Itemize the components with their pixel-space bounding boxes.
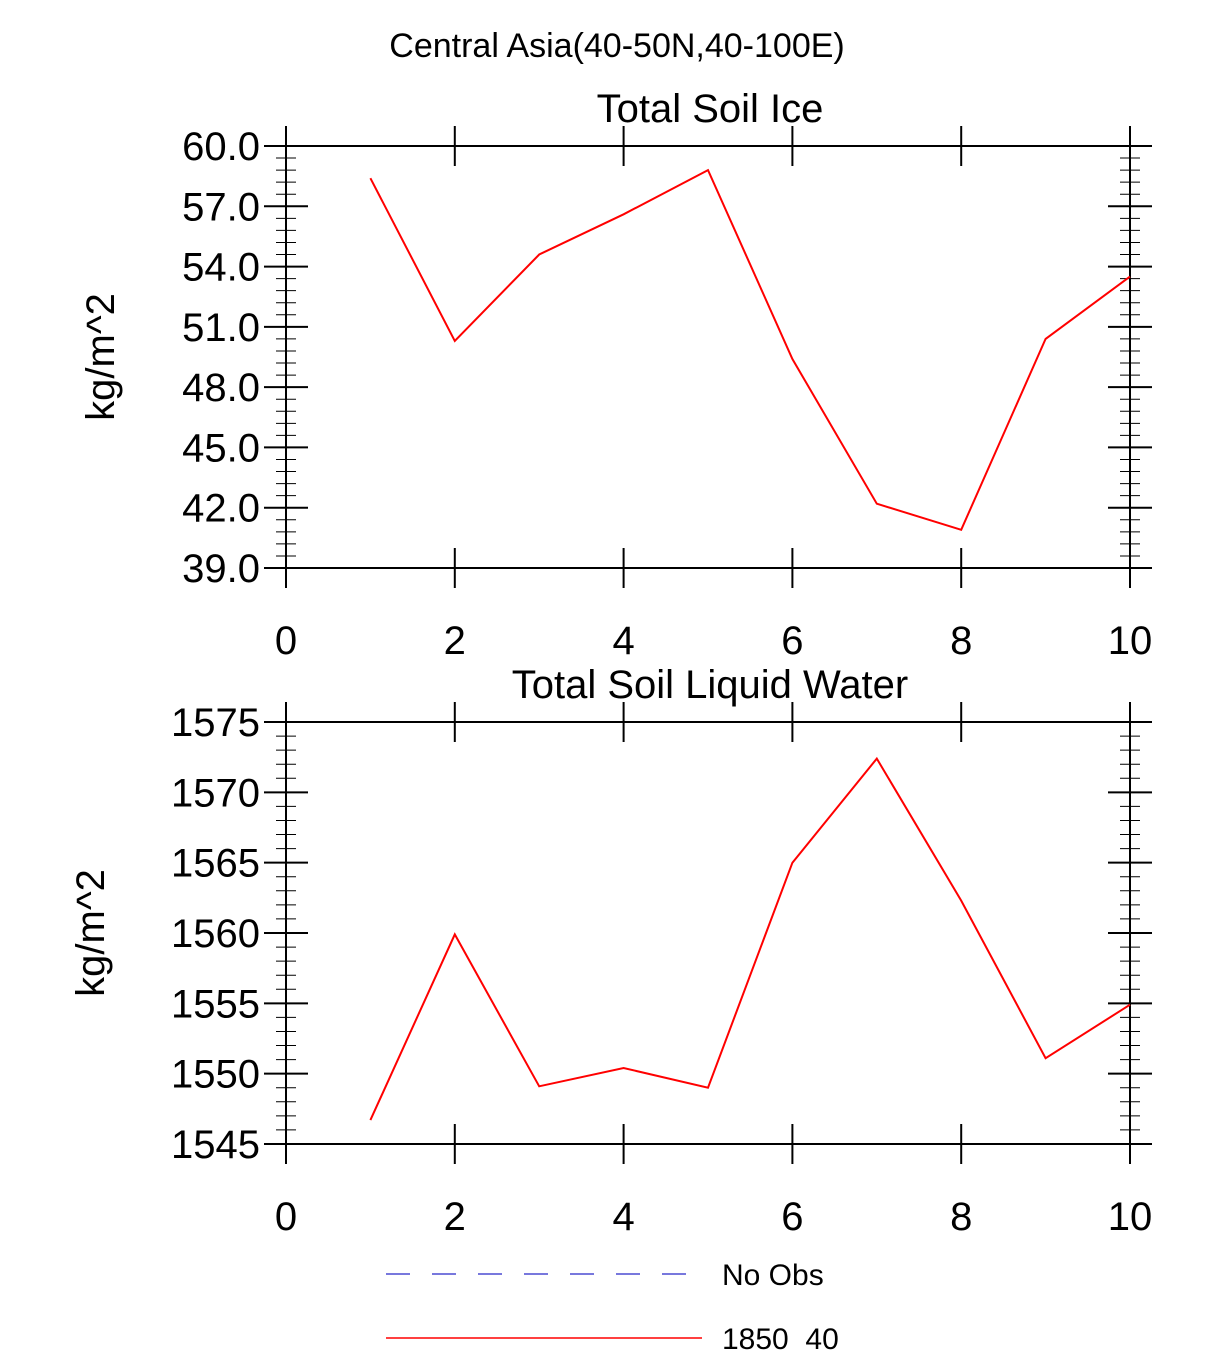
y-tick-label: 1570 (171, 771, 260, 815)
x-tick-label: 4 (612, 619, 634, 663)
x-tick-label: 0 (275, 1195, 297, 1239)
y-tick-label: 39.0 (182, 547, 260, 591)
chart-panel-2: Total Soil Liquid Water kg/m^2 0 2 4 6 8 10 1545… (69, 663, 1152, 1239)
x-tick-label: 10 (1108, 1195, 1153, 1239)
y-tick-label: 60.0 (182, 125, 260, 169)
x-tick-label: 6 (781, 619, 803, 663)
series-line-1 (369, 756, 1131, 1121)
x-tick-label: 2 (444, 1195, 466, 1239)
y-tick-label: 57.0 (182, 185, 260, 229)
y-tick-label: 51.0 (182, 306, 260, 350)
chart-title: Total Soil Liquid Water (512, 663, 908, 707)
y-tick-label: 1560 (171, 912, 260, 956)
y-tick-label: 1565 (171, 842, 260, 886)
y-tick-label: 54.0 (182, 246, 260, 290)
y-tick-label: 42.0 (182, 487, 260, 531)
legend-label: No Obs (722, 1259, 824, 1292)
legend-label: 1850_40 (722, 1323, 839, 1352)
x-tick-label: 8 (950, 619, 972, 663)
y-tick-label: 48.0 (182, 366, 260, 410)
legend-item-1: No Obs (386, 1259, 824, 1292)
panels: Total Soil Ice kg/m^2 0 2 4 6 8 10 39.0 42.0 45.0 4… (69, 87, 1152, 1239)
plot-frame (285, 721, 1131, 1145)
chart-title: Total Soil Ice (597, 87, 824, 131)
y-tick-label: 45.0 (182, 426, 260, 470)
legend: No Obs 1850_40 (386, 1259, 839, 1356)
legend-item-2: 1850_40 (386, 1323, 839, 1356)
plot-frame (285, 145, 1131, 569)
y-tick-label: 1545 (171, 1123, 260, 1167)
y-axis-label: kg/m^2 (69, 869, 113, 997)
x-tick-label: 6 (781, 1195, 803, 1239)
x-tick-label: 10 (1108, 619, 1153, 663)
chart-panel-1: Total Soil Ice kg/m^2 0 2 4 6 8 10 39.0 42.0 45.0 4… (79, 87, 1152, 663)
x-tick-label: 0 (275, 619, 297, 663)
x-tick-label: 2 (444, 619, 466, 663)
y-axis-label: kg/m^2 (79, 293, 123, 421)
figure-suptitle: Central Asia(40-50N,40-100E) (389, 27, 844, 65)
y-tick-label: 1575 (171, 701, 260, 745)
y-tick-label: 1550 (171, 1053, 260, 1097)
y-tick-label: 1555 (171, 982, 260, 1026)
series-line-1 (369, 168, 1131, 532)
x-tick-label: 4 (612, 1195, 634, 1239)
x-tick-label: 8 (950, 1195, 972, 1239)
